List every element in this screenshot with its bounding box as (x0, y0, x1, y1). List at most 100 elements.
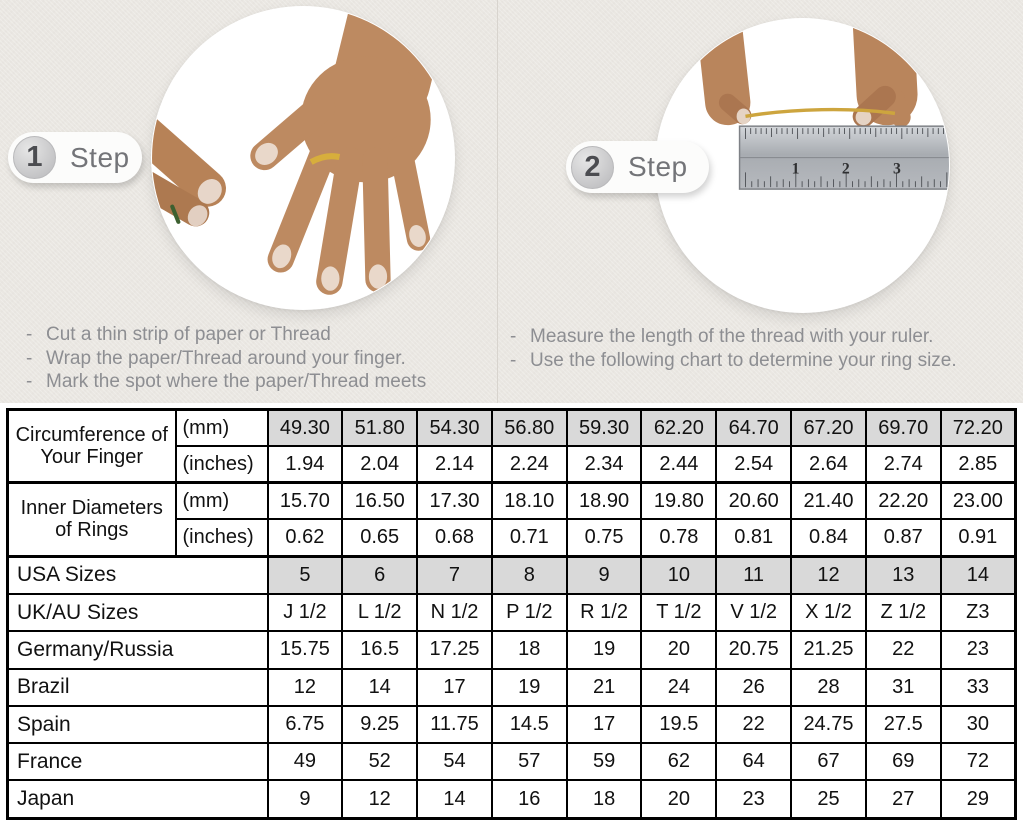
region-label: Spain (6, 704, 269, 745)
size-value-cell: 57 (490, 742, 568, 782)
size-value-cell: 2.85 (939, 445, 1017, 484)
size-value-cell: 59.30 (565, 408, 643, 448)
ring-size-table: Circumference of Your Finger (mm) 49.30 51.… (6, 408, 1017, 820)
size-value-cell: 14 (939, 554, 1017, 595)
hand-with-ring-illustration (152, 7, 454, 309)
size-value-cell: T 1/2 (640, 592, 718, 633)
size-value-cell: N 1/2 (416, 592, 493, 633)
size-value-cell: 11.75 (416, 704, 493, 745)
size-value-cell: 22.20 (864, 481, 942, 521)
instruction-item: Wrap the paper/Thread around your finger… (18, 347, 493, 371)
size-value-cell: 14 (416, 779, 493, 820)
size-value-cell: Z 1/2 (864, 592, 942, 633)
size-value-cell: 33 (939, 667, 1017, 707)
row-group-label: Circumference of Your Finger (6, 408, 177, 484)
size-value-cell: 10 (640, 554, 718, 595)
size-value-cell: 54.30 (416, 408, 493, 448)
size-value-cell: 17 (416, 667, 493, 707)
size-value-cell: 56.80 (490, 408, 568, 448)
size-value-cell: 49 (266, 742, 344, 782)
step-2-badge: 2 Step (566, 141, 709, 193)
size-value-cell: 21.25 (790, 630, 867, 670)
size-value-cell: 30 (939, 704, 1017, 745)
instruction-item: Cut a thin strip of paper or Thread (18, 323, 493, 347)
size-value-cell: V 1/2 (715, 592, 793, 633)
instruction-item: Use the following chart to determine you… (502, 349, 1020, 373)
size-value-cell: 14.5 (490, 704, 568, 745)
size-value-cell: 8 (490, 554, 568, 595)
size-value-cell: 29 (939, 779, 1017, 820)
size-value-cell: Z3 (939, 592, 1017, 633)
pinching-hand-illustration (152, 107, 226, 227)
size-value-cell: 31 (864, 667, 942, 707)
ring-size-table-body: Circumference of Your Finger (mm) 49.30 51.… (6, 408, 1017, 820)
size-value-cell: 0.78 (640, 518, 718, 557)
step-2-instructions: Measure the length of the thread with yo… (502, 325, 1020, 372)
size-value-cell: 2.34 (565, 445, 643, 484)
ruler-number-1: 1 (792, 160, 800, 177)
unit-label: (inches) (174, 518, 269, 557)
size-value-cell: L 1/2 (341, 592, 419, 633)
size-value-cell: 20.75 (715, 630, 793, 670)
size-value-cell: X 1/2 (790, 592, 867, 633)
size-value-cell: 0.68 (416, 518, 493, 557)
size-value-cell: 0.84 (790, 518, 867, 557)
size-value-cell: 23 (715, 779, 793, 820)
size-value-cell: 0.62 (266, 518, 344, 557)
size-value-cell: 64 (715, 742, 793, 782)
size-value-cell: 27.5 (864, 704, 942, 745)
size-value-cell: 0.81 (715, 518, 793, 557)
size-value-cell: 11 (715, 554, 793, 595)
size-value-cell: 17 (565, 704, 643, 745)
size-value-cell: 22 (864, 630, 942, 670)
steps-section: 1 2 3 1 Step 2 Step Cut a thin strip of … (0, 0, 1023, 403)
unit-label: (mm) (174, 481, 269, 521)
size-value-cell: 2.74 (864, 445, 942, 484)
row-group-label: Inner Diameters of Rings (6, 481, 177, 558)
size-value-cell: 51.80 (341, 408, 419, 448)
gold-ring (309, 153, 341, 165)
size-value-cell: 0.71 (490, 518, 568, 557)
size-value-cell: 23 (939, 630, 1017, 670)
size-value-cell: 0.87 (864, 518, 942, 557)
size-value-cell: 16.5 (341, 630, 419, 670)
step-1-instructions: Cut a thin strip of paper or ThreadWrap … (18, 323, 493, 394)
region-label: France (6, 742, 269, 782)
region-label: USA Sizes (6, 554, 269, 595)
conversion-table-section: Circumference of Your Finger (mm) 49.30 51.… (0, 403, 1023, 826)
size-value-cell: 2.54 (715, 445, 793, 484)
size-value-cell: 15.70 (266, 481, 344, 521)
size-value-cell: 72.20 (939, 408, 1017, 448)
size-value-cell: 12 (790, 554, 867, 595)
size-value-cell: 69 (864, 742, 942, 782)
instruction-item: Mark the spot where the paper/Thread mee… (18, 370, 493, 394)
size-value-cell: 0.75 (565, 518, 643, 557)
size-value-cell: 6.75 (266, 704, 344, 745)
size-value-cell: 59 (565, 742, 643, 782)
size-value-cell: 25 (790, 779, 867, 820)
size-value-cell: 52 (341, 742, 419, 782)
step-1-badge: 1 Step (8, 132, 142, 183)
size-value-cell: 13 (864, 554, 942, 595)
size-value-cell: 22 (715, 704, 793, 745)
size-value-cell: 18.10 (490, 481, 568, 521)
step-2-number: 2 (571, 145, 614, 189)
size-value-cell: 12 (341, 779, 419, 820)
size-value-cell: P 1/2 (490, 592, 568, 633)
size-value-cell: 18 (490, 630, 568, 670)
size-value-cell: 2.04 (341, 445, 419, 484)
size-value-cell: 20.60 (715, 481, 793, 521)
size-value-cell: 24 (640, 667, 718, 707)
size-value-cell: 15.75 (266, 630, 344, 670)
size-value-cell: 7 (416, 554, 493, 595)
ruler-illustration: 1 2 3 (738, 125, 950, 190)
gold-thread (745, 107, 896, 119)
step-1-photo (151, 6, 455, 310)
size-value-cell: 26 (715, 667, 793, 707)
size-value-cell: 9 (565, 554, 643, 595)
size-value-cell: 24.75 (790, 704, 867, 745)
size-value-cell: 2.64 (790, 445, 867, 484)
region-label: Japan (6, 779, 269, 820)
size-value-cell: 14 (341, 667, 419, 707)
